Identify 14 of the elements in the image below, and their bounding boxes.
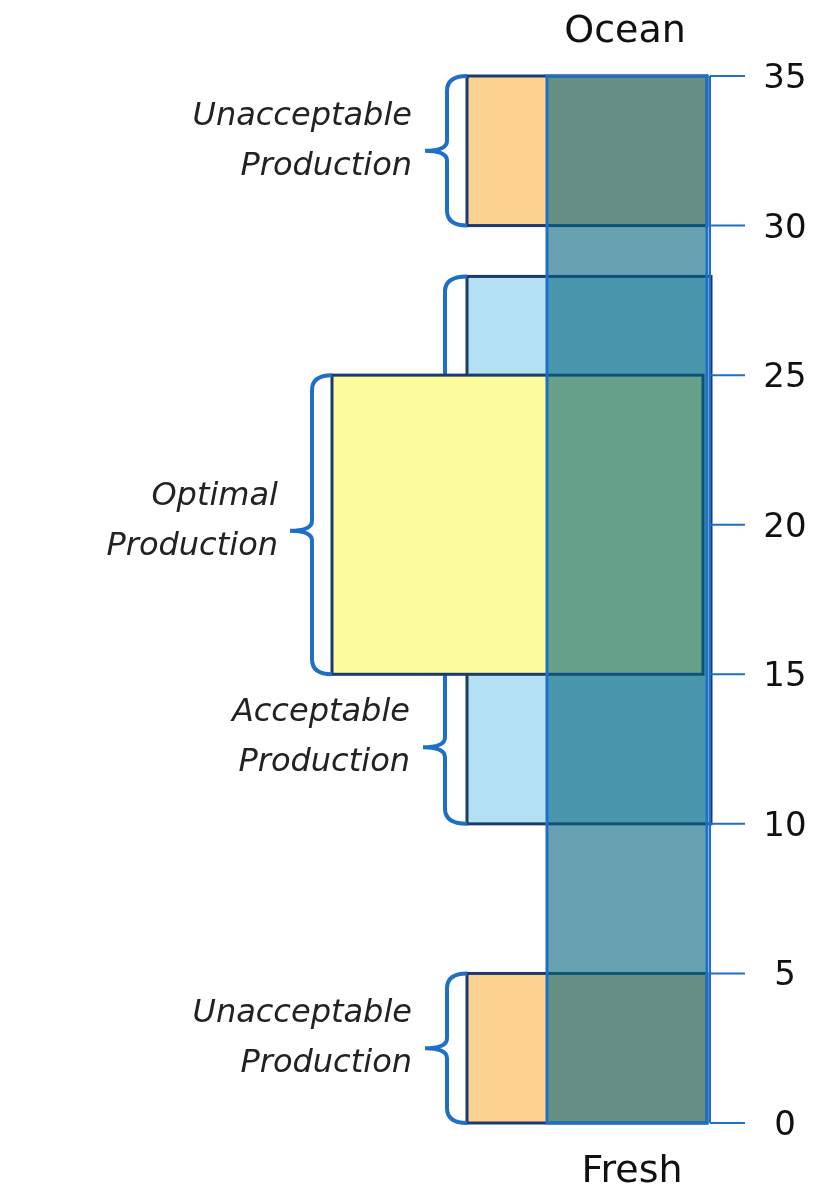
text: Ocean xyxy=(564,7,686,51)
band-label: Optimal Production xyxy=(106,474,279,563)
y-tick-label: 35 xyxy=(763,56,807,96)
y-tick-label: 30 xyxy=(763,205,807,246)
band-label: Unacceptable Production xyxy=(192,992,412,1081)
y-tick-label: 20 xyxy=(763,504,807,545)
y-tick-label: 0 xyxy=(774,1103,796,1143)
band-label: Unacceptable Production xyxy=(192,94,412,183)
y-tick-label: 25 xyxy=(763,355,807,396)
text: Fresh xyxy=(581,1147,683,1191)
y-tick-label: 10 xyxy=(763,803,807,844)
band-label: Acceptable Production xyxy=(229,691,410,780)
y-tick-label: 15 xyxy=(763,654,807,695)
y-tick-label: 5 xyxy=(774,953,796,994)
